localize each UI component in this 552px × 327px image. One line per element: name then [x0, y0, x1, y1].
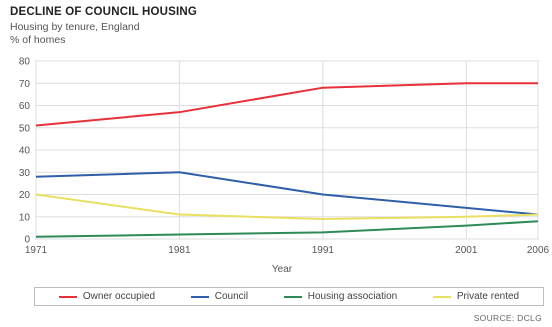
y-tick-label: 80	[19, 57, 31, 68]
legend-swatch	[432, 295, 451, 298]
x-tick-label: 1981	[168, 245, 191, 256]
y-tick-labels: 0 10 20 30 40 50 60 70 80	[19, 57, 31, 246]
y-tick-label: 60	[19, 101, 31, 112]
legend-item-council: Council	[190, 291, 249, 302]
y-axis-label: % of homes	[10, 34, 66, 46]
series-line-housing-association	[35, 220, 539, 238]
x-tick-label: 2001	[455, 245, 478, 256]
legend-label: Private rented	[456, 291, 520, 302]
x-tick-label: 2006	[527, 245, 550, 256]
legend: Owner occupied Council Housing associati…	[34, 287, 544, 306]
series-line-owner-occupied	[35, 82, 538, 127]
chart-subtitle: Housing by tenure, England	[10, 21, 140, 33]
y-tick-label: 20	[19, 190, 31, 201]
legend-swatch	[190, 295, 209, 298]
legend-swatch	[283, 295, 302, 298]
y-tick-label: 70	[19, 79, 31, 90]
source-note: SOURCE: DCLG	[473, 313, 542, 323]
series-line-council	[35, 171, 539, 216]
y-tick-label: 10	[19, 212, 31, 223]
y-tick-label: 30	[19, 168, 31, 179]
y-tick-label: 50	[19, 123, 31, 134]
legend-label: Housing association	[307, 291, 398, 302]
x-axis-label: Year	[272, 264, 293, 275]
series-lines	[35, 82, 539, 238]
legend-item-owner-occupied: Owner occupied	[58, 291, 156, 302]
legend-label: Owner occupied	[82, 291, 156, 302]
legend-label: Council	[214, 291, 249, 302]
x-tick-label: 1971	[25, 245, 48, 256]
y-tick-label: 40	[19, 146, 31, 157]
x-tick-label: 1991	[312, 245, 335, 256]
x-tick-labels: 1971 1981 1991 2001 2006	[25, 245, 550, 256]
legend-swatch	[58, 295, 77, 298]
series-line-private-rented	[35, 193, 539, 220]
x-gridlines	[35, 61, 539, 239]
chart-title: DECLINE OF COUNCIL HOUSING	[10, 6, 198, 18]
legend-item-housing-association: Housing association	[283, 291, 398, 302]
y-tick-label: 0	[24, 235, 30, 246]
legend-item-private-rented: Private rented	[432, 291, 520, 302]
